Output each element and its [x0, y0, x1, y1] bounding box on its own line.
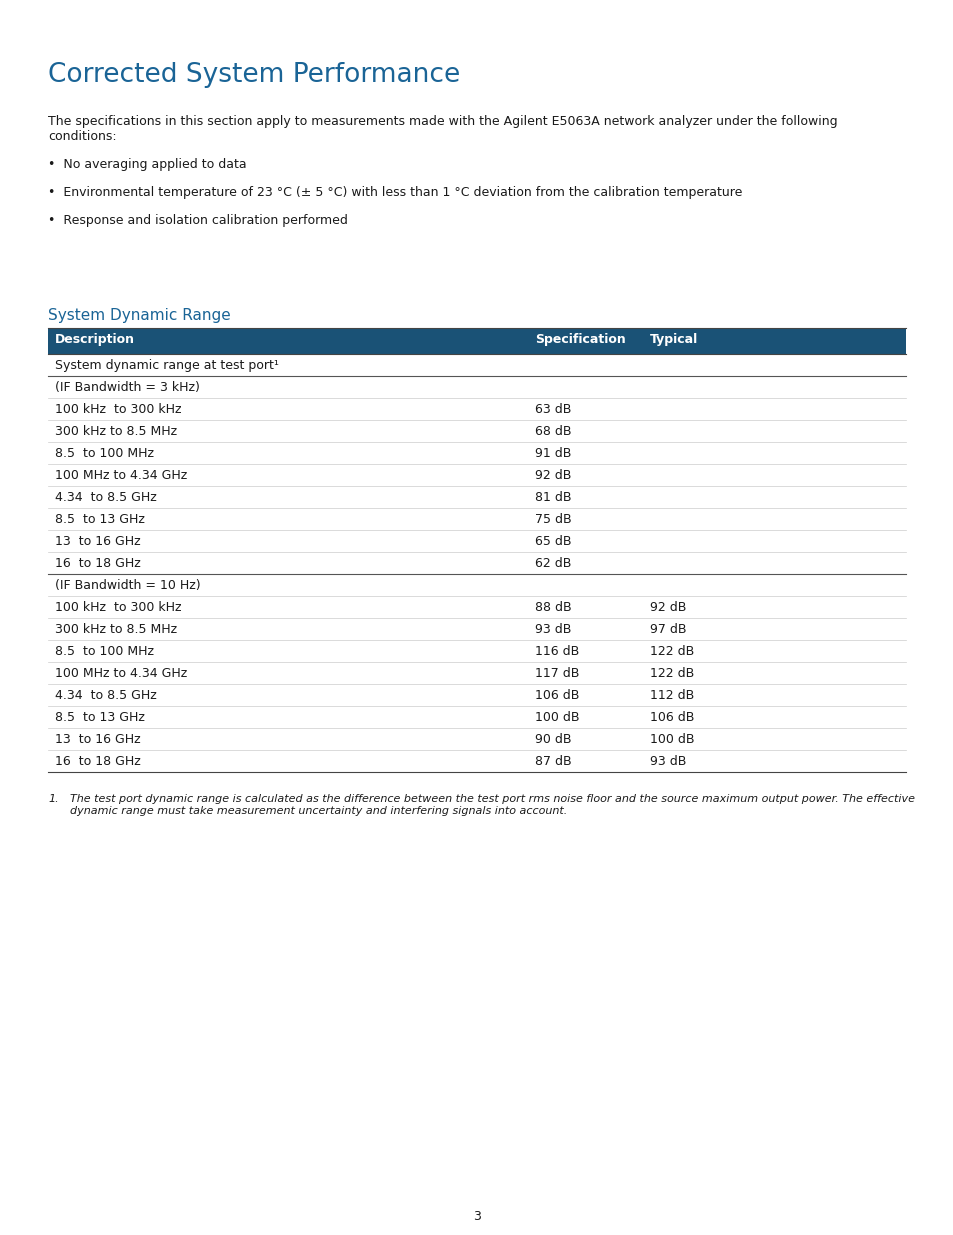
Text: 100 MHz to 4.34 GHz: 100 MHz to 4.34 GHz — [55, 469, 187, 482]
Text: (IF Bandwidth = 10 Hz): (IF Bandwidth = 10 Hz) — [55, 579, 200, 592]
Text: The test port dynamic range is calculated as the difference between the test por: The test port dynamic range is calculate… — [70, 794, 914, 815]
Text: 100 MHz to 4.34 GHz: 100 MHz to 4.34 GHz — [55, 667, 187, 680]
Text: 63 dB: 63 dB — [535, 403, 571, 416]
Text: 300 kHz to 8.5 MHz: 300 kHz to 8.5 MHz — [55, 425, 177, 438]
Text: (IF Bandwidth = 3 kHz): (IF Bandwidth = 3 kHz) — [55, 382, 200, 394]
Text: 117 dB: 117 dB — [535, 667, 578, 680]
Text: 4.34  to 8.5 GHz: 4.34 to 8.5 GHz — [55, 492, 156, 504]
Bar — [48, 329, 905, 354]
Text: System dynamic range at test port¹: System dynamic range at test port¹ — [55, 359, 278, 372]
Text: 8.5  to 13 GHz: 8.5 to 13 GHz — [55, 711, 145, 724]
Text: 100 kHz  to 300 kHz: 100 kHz to 300 kHz — [55, 403, 181, 416]
Text: 93 dB: 93 dB — [535, 622, 571, 636]
Text: 13  to 16 GHz: 13 to 16 GHz — [55, 535, 140, 548]
Text: 92 dB: 92 dB — [649, 601, 685, 614]
Text: Specification: Specification — [535, 333, 625, 346]
Text: 92 dB: 92 dB — [535, 469, 571, 482]
Text: 112 dB: 112 dB — [649, 689, 694, 701]
Text: 122 dB: 122 dB — [649, 645, 694, 658]
Text: 90 dB: 90 dB — [535, 734, 571, 746]
Text: 116 dB: 116 dB — [535, 645, 578, 658]
Text: 1.: 1. — [48, 794, 58, 804]
Text: 8.5  to 100 MHz: 8.5 to 100 MHz — [55, 447, 153, 459]
Text: 88 dB: 88 dB — [535, 601, 571, 614]
Text: 13  to 16 GHz: 13 to 16 GHz — [55, 734, 140, 746]
Text: 16  to 18 GHz: 16 to 18 GHz — [55, 755, 141, 768]
Text: System Dynamic Range: System Dynamic Range — [48, 308, 231, 324]
Text: 8.5  to 13 GHz: 8.5 to 13 GHz — [55, 513, 145, 526]
Text: 8.5  to 100 MHz: 8.5 to 100 MHz — [55, 645, 153, 658]
Text: 91 dB: 91 dB — [535, 447, 571, 459]
Text: 106 dB: 106 dB — [535, 689, 578, 701]
Text: 106 dB: 106 dB — [649, 711, 694, 724]
Text: 68 dB: 68 dB — [535, 425, 571, 438]
Text: •  Environmental temperature of 23 °C (± 5 °C) with less than 1 °C deviation fro: • Environmental temperature of 23 °C (± … — [48, 186, 741, 199]
Text: 87 dB: 87 dB — [535, 755, 571, 768]
Text: 16  to 18 GHz: 16 to 18 GHz — [55, 557, 141, 571]
Text: 75 dB: 75 dB — [535, 513, 571, 526]
Text: 93 dB: 93 dB — [649, 755, 685, 768]
Text: 97 dB: 97 dB — [649, 622, 686, 636]
Text: The specifications in this section apply to measurements made with the Agilent E: The specifications in this section apply… — [48, 115, 837, 143]
Text: Corrected System Performance: Corrected System Performance — [48, 62, 459, 88]
Text: Typical: Typical — [649, 333, 698, 346]
Text: 3: 3 — [473, 1210, 480, 1223]
Text: 100 dB: 100 dB — [535, 711, 578, 724]
Text: Description: Description — [55, 333, 135, 346]
Text: 62 dB: 62 dB — [535, 557, 571, 571]
Text: 100 dB: 100 dB — [649, 734, 694, 746]
Text: 4.34  to 8.5 GHz: 4.34 to 8.5 GHz — [55, 689, 156, 701]
Text: 65 dB: 65 dB — [535, 535, 571, 548]
Text: 100 kHz  to 300 kHz: 100 kHz to 300 kHz — [55, 601, 181, 614]
Text: 81 dB: 81 dB — [535, 492, 571, 504]
Text: 122 dB: 122 dB — [649, 667, 694, 680]
Text: •  Response and isolation calibration performed: • Response and isolation calibration per… — [48, 214, 348, 227]
Text: 300 kHz to 8.5 MHz: 300 kHz to 8.5 MHz — [55, 622, 177, 636]
Text: •  No averaging applied to data: • No averaging applied to data — [48, 158, 247, 170]
